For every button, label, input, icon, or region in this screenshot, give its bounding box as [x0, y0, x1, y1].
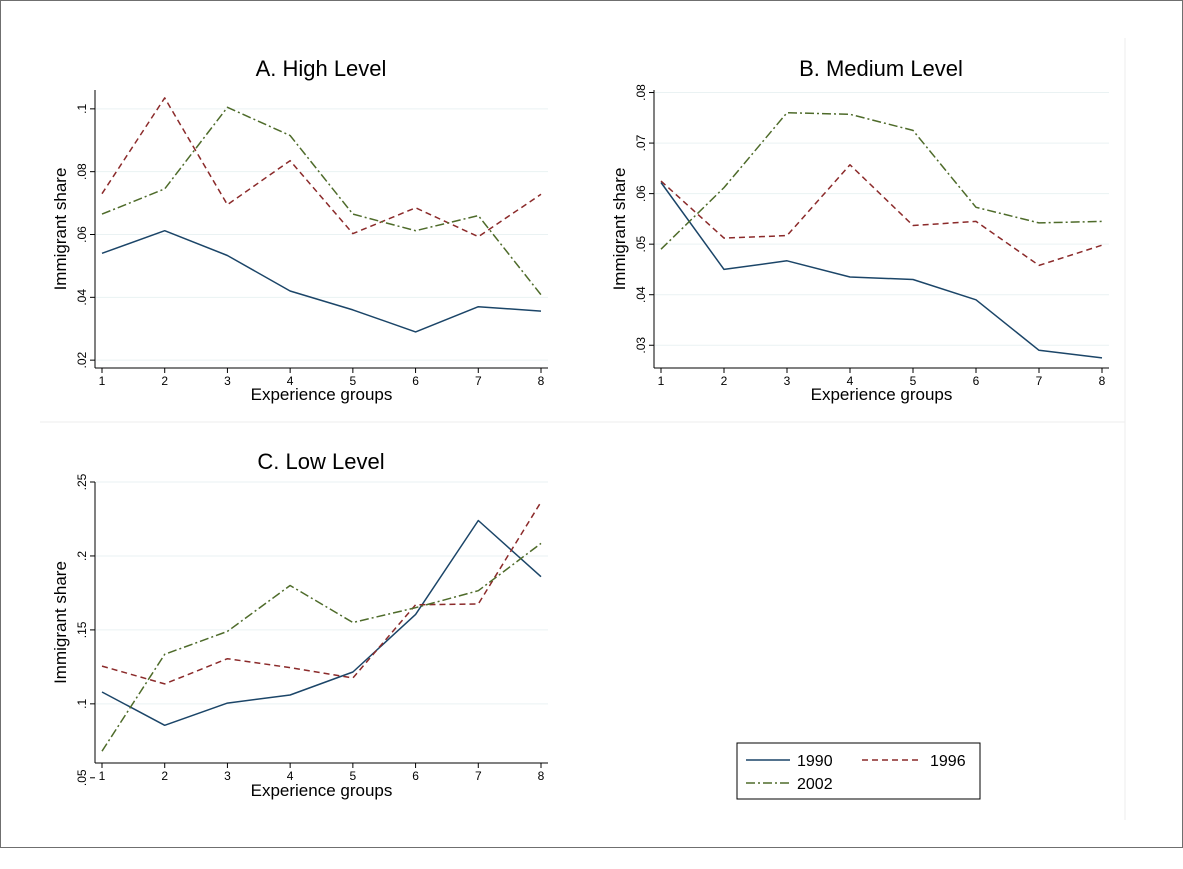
y-tick-label: .06	[75, 226, 89, 243]
x-tick-label: 5	[350, 769, 357, 783]
x-tick-label: 2	[721, 374, 728, 388]
x-axis-title: Experience groups	[811, 385, 953, 404]
x-tick-label: 7	[475, 374, 482, 388]
series-line-1996	[101, 501, 542, 685]
x-tick-label: 4	[287, 374, 294, 388]
y-axis-title: Immigrant share	[610, 168, 629, 291]
x-tick-label: 7	[475, 769, 482, 783]
y-tick-label: .1	[75, 699, 89, 709]
y-tick-label: .1	[75, 104, 89, 114]
x-tick-label: 6	[412, 374, 419, 388]
chart-title: A. High Level	[256, 56, 387, 81]
legend-box	[736, 742, 981, 800]
x-tick-label: 3	[224, 769, 231, 783]
y-tick-label: .25	[75, 473, 89, 490]
x-tick-label: 3	[224, 374, 231, 388]
x-tick-label: 1	[99, 374, 106, 388]
legend-label-1996: 1996	[930, 753, 966, 770]
series-line-2002	[101, 106, 542, 296]
y-tick-label: .04	[75, 289, 89, 306]
chart-panel-2: B. Medium Level .03 .04 .05 .06 .07 .08 1 2 3 4 5 6 7…	[610, 56, 1109, 404]
y-tick-label: .03	[634, 337, 648, 354]
series-line-2002	[660, 111, 1103, 250]
legend: 1990 1996 2002	[736, 742, 981, 800]
y-tick-label: .08	[634, 84, 648, 101]
x-tick-label: 1	[99, 769, 106, 783]
x-tick-label: 7	[1036, 374, 1043, 388]
y-tick-label: .02	[75, 351, 89, 368]
series-line-1990	[660, 182, 1103, 359]
chart-panel-3: C. Low Level .05 .1 .15 .2 .25 1 2 3 4 5 6 7 8 Experie…	[51, 449, 548, 800]
series-line-1996	[101, 97, 542, 238]
x-tick-label: 6	[412, 769, 419, 783]
chart-panel-1: A. High Level .02 .04 .06 .08 .1 1 2 3 4 5 6 7 8 Exper…	[51, 56, 548, 404]
y-tick-label: .05	[634, 235, 648, 252]
chart-title: B. Medium Level	[799, 56, 963, 81]
series-line-1990	[101, 519, 542, 727]
y-axis-title: Immigrant share	[51, 168, 70, 291]
chart-title: C. Low Level	[257, 449, 384, 474]
x-tick-label: 2	[161, 374, 168, 388]
x-tick-label: 6	[973, 374, 980, 388]
legend-label-1990: 1990	[797, 753, 833, 770]
x-tick-label: 5	[350, 374, 357, 388]
x-axis-title: Experience groups	[251, 385, 393, 404]
x-tick-label: 1	[658, 374, 665, 388]
y-tick-label: .04	[634, 286, 648, 303]
x-tick-label: 4	[287, 769, 294, 783]
legend-label-2002: 2002	[797, 776, 833, 793]
y-tick-label: .06	[634, 185, 648, 202]
series-line-1990	[101, 229, 542, 333]
x-tick-label: 8	[1099, 374, 1106, 388]
x-tick-label: 3	[784, 374, 791, 388]
x-tick-label: 5	[910, 374, 917, 388]
x-tick-label: 2	[161, 769, 168, 783]
x-tick-label: 8	[538, 374, 545, 388]
x-axis-title: Experience groups	[251, 781, 393, 800]
series-line-1996	[660, 164, 1103, 267]
y-tick-label: .15	[75, 621, 89, 638]
y-axis-title: Immigrant share	[51, 561, 70, 684]
y-tick-label: .07	[634, 134, 648, 151]
x-tick-label: 8	[538, 769, 545, 783]
y-tick-label: .05	[75, 769, 89, 786]
series-line-2002	[101, 542, 542, 752]
x-tick-label: 4	[847, 374, 854, 388]
y-tick-label: .08	[75, 163, 89, 180]
y-tick-label: .2	[75, 551, 89, 561]
